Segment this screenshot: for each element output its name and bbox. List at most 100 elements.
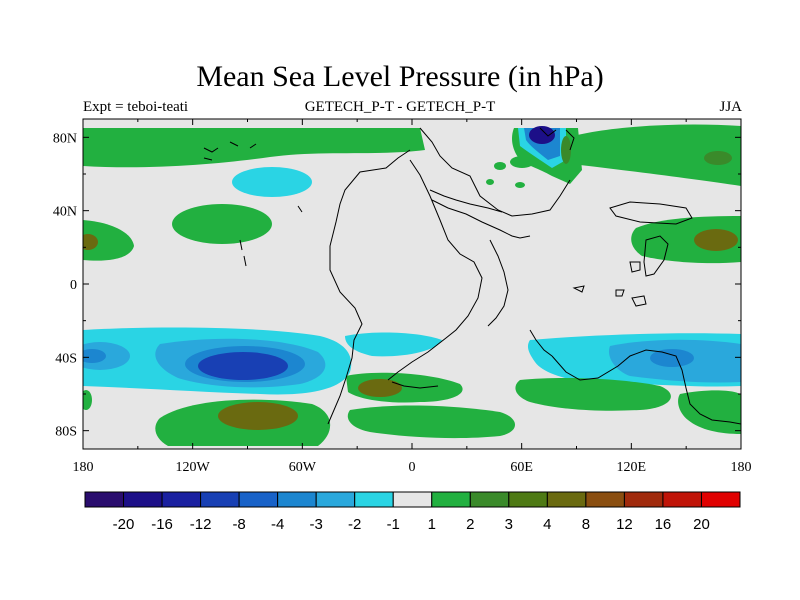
coastline-europe — [429, 189, 503, 213]
colorbar-label: -12 — [190, 516, 212, 533]
colorbar-label: -16 — [151, 516, 173, 533]
colorbar-label: 1 — [428, 516, 436, 533]
anomaly-region-southwest-pacific-high — [678, 390, 741, 434]
coastline-north-atlantic — [419, 127, 571, 217]
anomaly-region-arctic-high — [561, 136, 571, 164]
colorbar-swatch — [277, 491, 317, 508]
anomaly-region-south-pacific-low-core — [198, 352, 288, 380]
colorbar-label: 3 — [505, 516, 513, 533]
map-title: Mean Sea Level Pressure (in hPa) — [196, 60, 604, 93]
x-tick-label: 0 — [409, 460, 416, 475]
experiment-label: Expt = teboi-teati — [83, 99, 189, 115]
coastline-island-1 — [609, 201, 693, 225]
coastline-arctic-islands — [203, 141, 257, 161]
anomaly-region-antarctic-high — [347, 405, 515, 439]
anomaly-region-arctic-patch-4 — [515, 182, 525, 188]
y-tick-label: 40N — [53, 205, 77, 220]
coastline-island-2 — [643, 235, 669, 277]
y-tick-label: 80N — [53, 131, 77, 146]
anomaly-region-south-pacific-high-core — [218, 402, 298, 430]
coastline-island-5 — [631, 295, 647, 307]
colorbar-swatch — [546, 491, 587, 508]
coastline-southern-continent — [551, 349, 741, 425]
coastline-southern-continent-west — [529, 329, 553, 357]
colorbar-label: -20 — [113, 516, 135, 533]
anomaly-region-south-indian-high — [515, 378, 671, 411]
anomaly-region-west-pacific-low-core — [83, 349, 106, 363]
anomaly-region-indian-ocean-low-core — [650, 349, 694, 367]
anomaly-region-arctic-patch-3 — [486, 179, 494, 185]
axis-tick-labels: 180 120W 60W 0 60E 120E 180 80N 40N 0 40S 80S — [53, 131, 752, 475]
colorbar-label: 8 — [582, 516, 590, 533]
anomaly-region-north-siberia — [559, 124, 741, 186]
anomaly-region-north-siberia-core — [704, 151, 732, 165]
colorbar-swatch — [469, 491, 510, 508]
y-tick-label: 80S — [55, 425, 77, 440]
x-tick-label: 180 — [73, 460, 94, 475]
colorbar-swatch — [585, 491, 625, 508]
anomaly-region-north-pacific — [83, 128, 425, 168]
colorbar-swatch — [392, 491, 433, 508]
coastline-island-4 — [615, 289, 625, 297]
colorbar-swatch — [508, 491, 548, 508]
colorbar-label: -1 — [387, 516, 400, 533]
colorbar-swatch — [84, 491, 125, 508]
colorbar-swatch — [315, 491, 356, 508]
colorbar-label: -3 — [310, 516, 323, 533]
coastline-south-antarctic — [391, 381, 439, 389]
pressure-anomaly-fields — [83, 124, 741, 446]
colorbar-swatch — [354, 491, 394, 508]
colorbar-label: -8 — [232, 516, 245, 533]
colorbar-label: 2 — [466, 516, 474, 533]
anomaly-region-west-pacific-mid — [83, 220, 134, 261]
x-tick-label: 60E — [510, 460, 533, 475]
colorbar-swatch — [623, 491, 664, 508]
colorbar-label: 4 — [543, 516, 551, 533]
colorbar: -20 -16 -12 -8 -4 -3 -2 -1 1 2 3 4 8 12 16 20 — [84, 491, 741, 533]
anomaly-region-arctic-deep-low — [529, 126, 555, 144]
colorbar-label: -4 — [271, 516, 284, 533]
axis-ticks — [82, 119, 742, 449]
y-tick-label: 40S — [55, 351, 77, 366]
anomaly-region-south-atlantic-band — [345, 332, 442, 357]
coastlines — [203, 127, 741, 425]
colorbar-label: 12 — [616, 516, 633, 533]
x-tick-label: 120W — [176, 460, 211, 475]
anomaly-region-arctic-patch-1 — [510, 156, 534, 168]
colorbar-swatch — [700, 491, 741, 508]
coastline-eurasia-south — [431, 199, 531, 239]
anomaly-region-south-atlantic-high-core — [358, 379, 402, 397]
coastline-americas-west — [327, 149, 411, 425]
coastline-arctic-east — [539, 127, 575, 151]
coastline-pacific-islands — [239, 205, 303, 267]
anomaly-region-east-asia-mid — [631, 216, 741, 264]
colorbar-label: 16 — [655, 516, 672, 533]
colorbar-swatch — [662, 491, 702, 508]
colorbar-swatch — [238, 491, 279, 508]
colorbar-label: 20 — [693, 516, 710, 533]
anomaly-region-west-pacific-core — [83, 234, 98, 250]
anomaly-region-north-pacific-mid — [172, 204, 272, 244]
coastline-south-asia — [487, 239, 509, 327]
coastline-americas-east — [387, 159, 483, 381]
x-tick-label: 60W — [289, 460, 317, 475]
season-label: JJA — [719, 99, 742, 115]
colorbar-swatch — [161, 491, 202, 508]
colorbar-label: -2 — [348, 516, 361, 533]
colorbar-swatch — [200, 491, 240, 508]
anomaly-region-north-pacific-low — [232, 167, 312, 197]
coastline-island-6 — [572, 285, 585, 293]
x-tick-label: 120E — [617, 460, 647, 475]
anomaly-region-far-west-pacific-patch — [83, 390, 92, 410]
map-plot-area — [83, 119, 741, 449]
y-tick-label: 0 — [70, 278, 77, 293]
coastline-island-3 — [629, 261, 641, 273]
colorbar-swatch — [431, 491, 471, 508]
dataset-label: GETECH_P-T - GETECH_P-T — [304, 99, 496, 115]
anomaly-region-east-asia-core — [694, 229, 738, 251]
anomaly-region-west-pacific-low-outer — [83, 342, 130, 370]
colorbar-swatch — [123, 491, 163, 508]
x-tick-label: 180 — [731, 460, 752, 475]
anomaly-region-arctic-patch-2 — [494, 162, 506, 170]
